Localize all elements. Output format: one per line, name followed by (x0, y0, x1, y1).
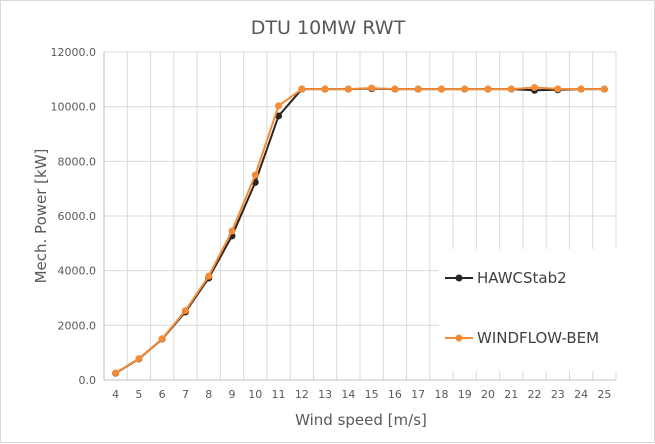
y-tick-label: 2000.0 (58, 319, 97, 332)
data-point (298, 85, 306, 93)
y-axis-label: Mech. Power [kW] (32, 149, 50, 284)
x-tick-label: 15 (365, 388, 379, 401)
x-tick-label: 8 (205, 388, 212, 401)
data-point (181, 307, 189, 315)
data-point (577, 85, 585, 93)
data-point (275, 102, 283, 110)
x-tick-label: 11 (272, 388, 286, 401)
data-point (414, 85, 422, 93)
chart-title: DTU 10MW RWT (251, 17, 406, 39)
x-tick-label: 4 (112, 388, 119, 401)
x-tick-label: 14 (341, 388, 355, 401)
x-tick-label: 17 (411, 388, 425, 401)
x-tick-label: 7 (182, 388, 189, 401)
data-point (344, 85, 352, 93)
x-tick-label: 6 (159, 388, 166, 401)
x-tick-label: 20 (481, 388, 495, 401)
x-tick-label: 18 (434, 388, 448, 401)
data-point (251, 171, 259, 179)
data-point (112, 369, 120, 377)
data-point (158, 335, 166, 343)
data-point (461, 85, 469, 93)
legend-box (439, 249, 617, 371)
data-point (484, 85, 492, 93)
y-tick-label: 12000.0 (51, 46, 97, 59)
x-tick-label: 10 (248, 388, 262, 401)
y-tick-label: 4000.0 (58, 265, 97, 278)
x-tick-label: 13 (318, 388, 332, 401)
legend-marker (455, 334, 463, 342)
data-point (228, 227, 236, 235)
x-tick-label: 21 (504, 388, 518, 401)
series-line-windflow-bem (115, 86, 605, 374)
y-tick-label: 10000.0 (51, 101, 97, 114)
data-point (205, 272, 213, 280)
data-point (391, 85, 399, 93)
data-point (135, 355, 143, 363)
data-point (275, 112, 283, 120)
x-tick-label: 16 (388, 388, 402, 401)
x-tick-label: 19 (458, 388, 472, 401)
legend-marker (455, 274, 463, 282)
x-tick-label: 25 (597, 388, 611, 401)
data-point (437, 85, 445, 93)
x-tick-label: 23 (551, 388, 565, 401)
legend-label: HAWCStab2 (477, 269, 567, 287)
x-axis-label: Wind speed [m/s] (295, 411, 427, 429)
y-tick-label: 8000.0 (58, 155, 97, 168)
x-tick-label: 9 (229, 388, 236, 401)
data-point (531, 84, 539, 92)
x-tick-label: 12 (295, 388, 309, 401)
data-point (507, 85, 515, 93)
data-point (321, 85, 329, 93)
legend-label: WINDFLOW-BEM (477, 329, 599, 347)
data-point (554, 85, 562, 93)
y-tick-label: 0.0 (79, 374, 97, 387)
legend: HAWCStab2 WINDFLOW-BEM (439, 249, 617, 371)
x-tick-label: 22 (528, 388, 542, 401)
data-point (368, 84, 376, 92)
y-tick-label: 6000.0 (58, 210, 97, 223)
x-tick-label: 24 (574, 388, 588, 401)
x-tick-label: 5 (135, 388, 142, 401)
data-point (600, 85, 608, 93)
